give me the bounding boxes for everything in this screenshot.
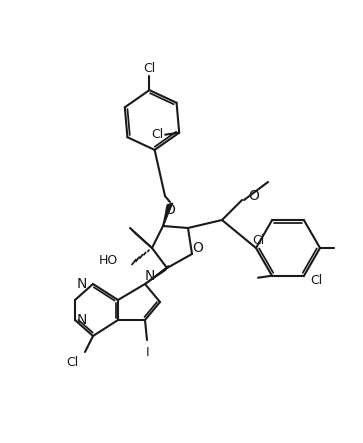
Text: N: N	[145, 269, 155, 283]
Polygon shape	[145, 265, 169, 284]
Text: Cl: Cl	[310, 273, 322, 287]
Text: HO: HO	[99, 253, 118, 267]
Text: N: N	[77, 313, 87, 327]
Text: Cl: Cl	[143, 62, 155, 74]
Text: Cl: Cl	[66, 355, 78, 369]
Text: O: O	[192, 241, 203, 255]
Text: Cl: Cl	[252, 233, 264, 246]
Text: O: O	[164, 203, 175, 217]
Text: I: I	[146, 346, 150, 358]
Polygon shape	[163, 203, 173, 226]
Text: Cl: Cl	[151, 128, 163, 141]
Polygon shape	[132, 230, 152, 248]
Text: O: O	[248, 189, 259, 203]
Text: N: N	[77, 277, 87, 291]
